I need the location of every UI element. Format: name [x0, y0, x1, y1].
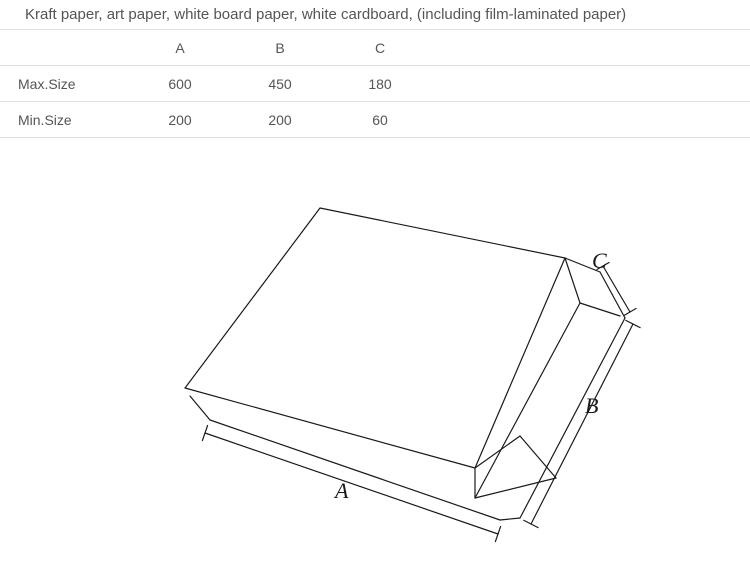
cell-value: 450: [230, 76, 330, 92]
col-B: B: [230, 40, 330, 56]
table-header-row: A B C: [0, 30, 750, 66]
table-row: Min.Size 200 200 60: [0, 102, 750, 138]
col-C: C: [330, 40, 430, 56]
cell-value: 200: [130, 112, 230, 128]
svg-text:B: B: [585, 393, 598, 418]
svg-text:A: A: [333, 478, 349, 503]
table-row: Max.Size 600 450 180: [0, 66, 750, 102]
col-A: A: [130, 40, 230, 56]
cell-value: 600: [130, 76, 230, 92]
size-table: A B C Max.Size 600 450 180 Min.Size 200 …: [0, 30, 750, 138]
row-label-max: Max.Size: [0, 76, 130, 92]
row-label-min: Min.Size: [0, 112, 130, 128]
cell-value: 60: [330, 112, 430, 128]
cell-value: 200: [230, 112, 330, 128]
cell-value: 180: [330, 76, 430, 92]
bag-diagram-container: A B C: [0, 138, 750, 578]
bag-diagram: A B C: [0, 178, 750, 578]
svg-text:C: C: [592, 248, 607, 273]
material-description: Kraft paper, art paper, white board pape…: [0, 0, 750, 30]
